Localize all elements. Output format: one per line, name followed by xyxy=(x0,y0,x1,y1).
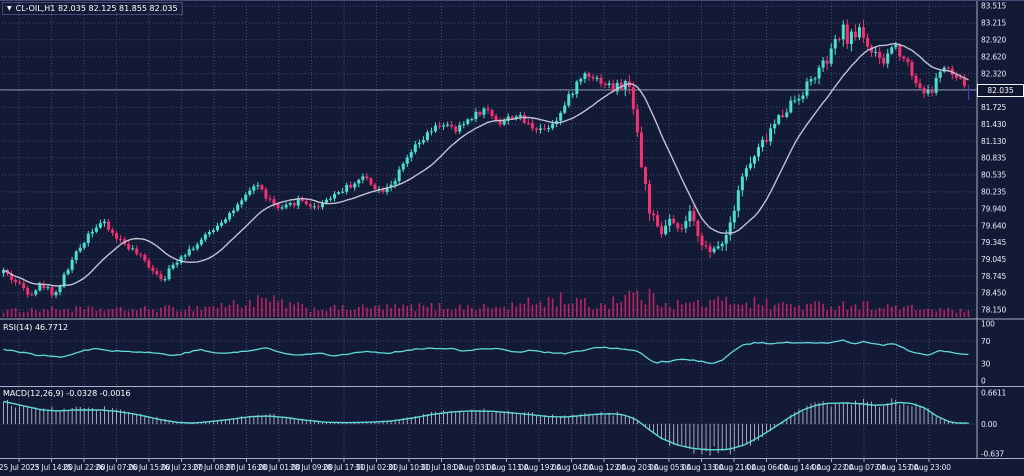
svg-text:81.725: 81.725 xyxy=(981,103,1006,112)
svg-text:70: 70 xyxy=(981,337,991,346)
svg-text:26 Jul 23:00: 26 Jul 23:00 xyxy=(160,463,203,472)
macd-label: MACD(12,26,9) -0.0328 -0.0016 xyxy=(3,389,131,398)
svg-text:4 Aug 22:00: 4 Aug 22:00 xyxy=(810,463,854,472)
svg-text:26 Jul 07:00: 26 Jul 07:00 xyxy=(95,463,138,472)
svg-text:0.6611: 0.6611 xyxy=(981,389,1006,398)
svg-text:1 Aug 19:00: 1 Aug 19:00 xyxy=(517,463,561,472)
svg-text:1 Aug 11:00: 1 Aug 11:00 xyxy=(485,463,529,472)
rsi-label: RSI(14) 46.7712 xyxy=(3,323,69,332)
svg-text:28 Jul 09:00: 28 Jul 09:00 xyxy=(290,463,333,472)
symbol-title: ▼ CL-OIL,H1 82.035 82.125 81.855 82.035 xyxy=(2,2,183,15)
svg-text:31 Jul 02:00: 31 Jul 02:00 xyxy=(355,463,398,472)
svg-text:3 Aug 21:00: 3 Aug 21:00 xyxy=(712,463,756,472)
svg-text:31 Jul 18:00: 31 Jul 18:00 xyxy=(420,463,463,472)
svg-text:79.045: 79.045 xyxy=(981,255,1006,264)
svg-text:27 Jul 16:00: 27 Jul 16:00 xyxy=(225,463,268,472)
svg-text:1 Aug 03:00: 1 Aug 03:00 xyxy=(452,463,496,472)
svg-text:27 Jul 08:00: 27 Jul 08:00 xyxy=(193,463,236,472)
svg-text:30: 30 xyxy=(981,360,991,369)
svg-text:3 Aug 13:00: 3 Aug 13:00 xyxy=(680,463,724,472)
svg-text:78.450: 78.450 xyxy=(981,289,1006,298)
svg-text:83.515: 83.515 xyxy=(981,2,1006,11)
price-axis[interactable] xyxy=(977,0,1024,459)
svg-text:-0.637: -0.637 xyxy=(981,450,1004,459)
svg-text:4 Aug 06:00: 4 Aug 06:00 xyxy=(745,463,789,472)
svg-text:28 Jul 17:00: 28 Jul 17:00 xyxy=(323,463,366,472)
svg-text:7 Aug 07:00: 7 Aug 07:00 xyxy=(842,463,886,472)
main-chart-pane[interactable] xyxy=(0,0,977,319)
svg-text:0: 0 xyxy=(981,377,986,386)
svg-text:80.835: 80.835 xyxy=(981,154,1006,163)
svg-text:2 Aug 12:00: 2 Aug 12:00 xyxy=(582,463,626,472)
svg-text:25 Jul 14:00: 25 Jul 14:00 xyxy=(30,463,73,472)
svg-text:7 Aug 23:00: 7 Aug 23:00 xyxy=(907,463,951,472)
svg-text:83.215: 83.215 xyxy=(981,19,1006,28)
svg-text:7 Aug 15:00: 7 Aug 15:00 xyxy=(875,463,919,472)
svg-text:3 Aug 05:00: 3 Aug 05:00 xyxy=(647,463,691,472)
current-price-tag: 82.035 xyxy=(977,84,1024,97)
svg-text:78.745: 78.745 xyxy=(981,272,1006,281)
symbol-ohlc-text: CL-OIL,H1 82.035 82.125 81.855 82.035 xyxy=(15,4,178,13)
svg-text:81.130: 81.130 xyxy=(981,137,1006,146)
rsi-pane[interactable] xyxy=(0,320,977,386)
svg-text:80.535: 80.535 xyxy=(981,171,1006,180)
svg-text:82.320: 82.320 xyxy=(981,69,1006,78)
svg-text:79.940: 79.940 xyxy=(981,204,1006,213)
svg-text:78.150: 78.150 xyxy=(981,306,1006,315)
svg-text:4 Aug 14:00: 4 Aug 14:00 xyxy=(777,463,821,472)
svg-text:31 Jul 10:00: 31 Jul 10:00 xyxy=(388,463,431,472)
collapse-panel-icon[interactable]: ▼ xyxy=(7,4,12,12)
svg-text:82.920: 82.920 xyxy=(981,35,1006,44)
svg-text:81.430: 81.430 xyxy=(981,120,1006,129)
svg-text:100: 100 xyxy=(981,320,995,329)
svg-text:82.620: 82.620 xyxy=(981,52,1006,61)
macd-pane[interactable] xyxy=(0,387,977,458)
svg-text:2 Aug 20:00: 2 Aug 20:00 xyxy=(615,463,659,472)
svg-text:28 Jul 01:00: 28 Jul 01:00 xyxy=(258,463,301,472)
svg-text:25 Jul 22:00: 25 Jul 22:00 xyxy=(63,463,106,472)
svg-text:0.00: 0.00 xyxy=(981,420,997,429)
svg-text:79.345: 79.345 xyxy=(981,238,1006,247)
svg-text:79.640: 79.640 xyxy=(981,221,1006,230)
svg-text:2 Aug 04:00: 2 Aug 04:00 xyxy=(550,463,594,472)
svg-text:26 Jul 15:00: 26 Jul 15:00 xyxy=(128,463,171,472)
svg-text:80.235: 80.235 xyxy=(981,188,1006,197)
svg-text:25 Jul 2023: 25 Jul 2023 xyxy=(0,463,40,472)
time-axis[interactable] xyxy=(0,459,1024,476)
